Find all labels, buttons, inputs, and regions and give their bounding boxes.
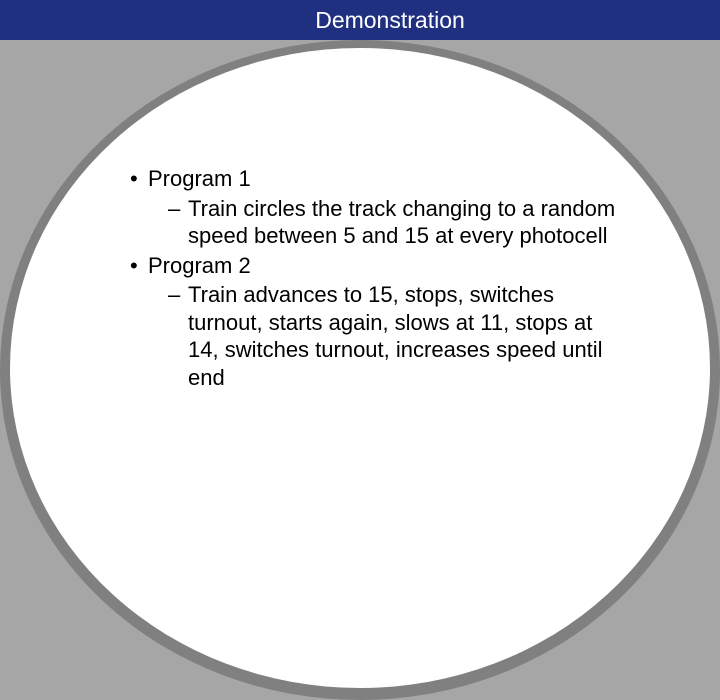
bullet-1: Program 1 [130,165,620,193]
bullet-1-sub: Train circles the track changing to a ra… [130,195,620,250]
slide-body: Program 1 Train circles the track changi… [130,165,620,393]
bullet-2-sub: Train advances to 15, stops, switches tu… [130,281,620,391]
bullet-2-sub-text: Train advances to 15, stops, switches tu… [188,282,603,390]
bullet-1-label: Program 1 [148,166,251,191]
bullet-2: Program 2 [130,252,620,280]
bullet-1-sub-text: Train circles the track changing to a ra… [188,196,615,249]
slide-title: Demonstration [315,7,465,34]
title-bar: Demonstration [0,0,720,40]
bullet-2-label: Program 2 [148,253,251,278]
